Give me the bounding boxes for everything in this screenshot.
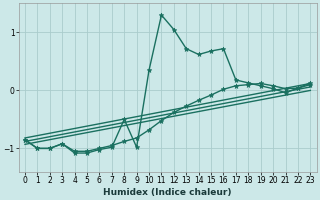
X-axis label: Humidex (Indice chaleur): Humidex (Indice chaleur)	[103, 188, 232, 197]
